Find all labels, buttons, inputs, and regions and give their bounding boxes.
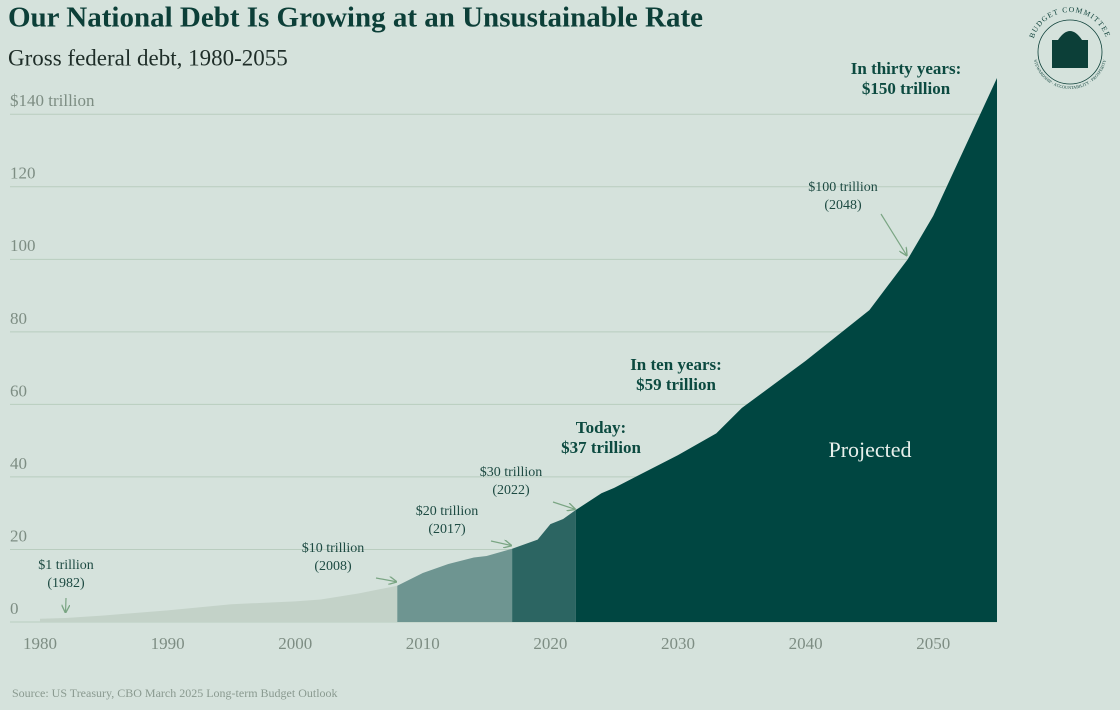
annotation-arrow (375, 578, 396, 582)
callout-value: $37 trillion (561, 438, 641, 457)
callout-label: Today: (576, 418, 626, 437)
x-tick-label: 2000 (278, 634, 312, 653)
area-segment (512, 509, 576, 622)
y-tick-label: 120 (10, 164, 36, 183)
annotation-arrow (490, 541, 511, 545)
area-segment (575, 78, 997, 622)
y-tick-label: $140 trillion (10, 91, 95, 110)
y-tick-label: 60 (10, 381, 27, 400)
callout-label: In thirty years: (851, 59, 961, 78)
x-tick-label: 1980 (23, 634, 57, 653)
logo-building (1052, 40, 1088, 68)
x-tick-label: 2030 (661, 634, 695, 653)
annotation-sub: (2022) (492, 483, 530, 498)
callout-label: In ten years: (630, 355, 722, 374)
annotation-label: $10 trillion (302, 541, 365, 556)
callout-value: $59 trillion (636, 375, 716, 394)
x-tick-label: 1990 (151, 634, 185, 653)
callout-value: $150 trillion (862, 79, 951, 98)
area-segment (397, 548, 513, 622)
annotation-label: $30 trillion (480, 465, 543, 480)
annotation-sub: (1982) (47, 576, 85, 591)
y-tick-label: 80 (10, 309, 27, 328)
x-tick-label: 2010 (406, 634, 440, 653)
y-tick-label: 0 (10, 599, 19, 618)
annotation-label: $100 trillion (808, 180, 878, 195)
chart-subtitle: Gross federal debt, 1980-2055 (8, 45, 288, 70)
y-tick-label: 100 (10, 236, 36, 255)
area-segment (40, 585, 398, 622)
y-tick-label: 40 (10, 454, 27, 473)
annotation-arrow (880, 213, 907, 255)
annotation-sub: (2008) (314, 559, 352, 574)
annotation-arrow (552, 501, 575, 509)
annotation-sub: (2017) (428, 522, 466, 537)
logo-ring (1037, 19, 1103, 85)
region-label: Projected (828, 437, 911, 462)
annotation-sub: (2048) (824, 198, 862, 213)
x-tick-label: 2040 (789, 634, 823, 653)
x-tick-label: 2020 (533, 634, 567, 653)
y-tick-label: 20 (10, 526, 27, 545)
annotation-label: $1 trillion (38, 558, 94, 573)
logo-dome (1058, 31, 1082, 40)
x-tick-label: 2050 (916, 634, 950, 653)
annotation-label: $20 trillion (416, 504, 479, 519)
chart-title: Our National Debt Is Growing at an Unsus… (8, 2, 703, 34)
source: Source: US Treasury, CBO March 2025 Long… (12, 686, 338, 700)
